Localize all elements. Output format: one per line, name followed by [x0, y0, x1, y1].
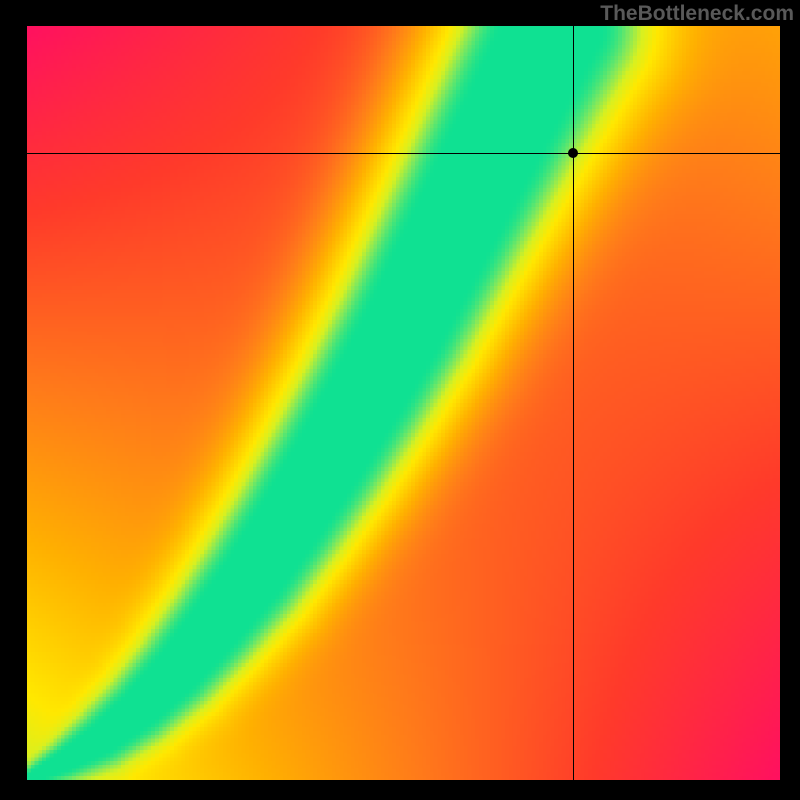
crosshair-marker — [568, 148, 578, 158]
crosshair-horizontal — [27, 153, 780, 154]
crosshair-vertical — [573, 26, 574, 780]
watermark-text: TheBottleneck.com — [600, 2, 794, 26]
bottleneck-heatmap — [27, 26, 780, 780]
chart-container: TheBottleneck.com — [0, 0, 800, 800]
